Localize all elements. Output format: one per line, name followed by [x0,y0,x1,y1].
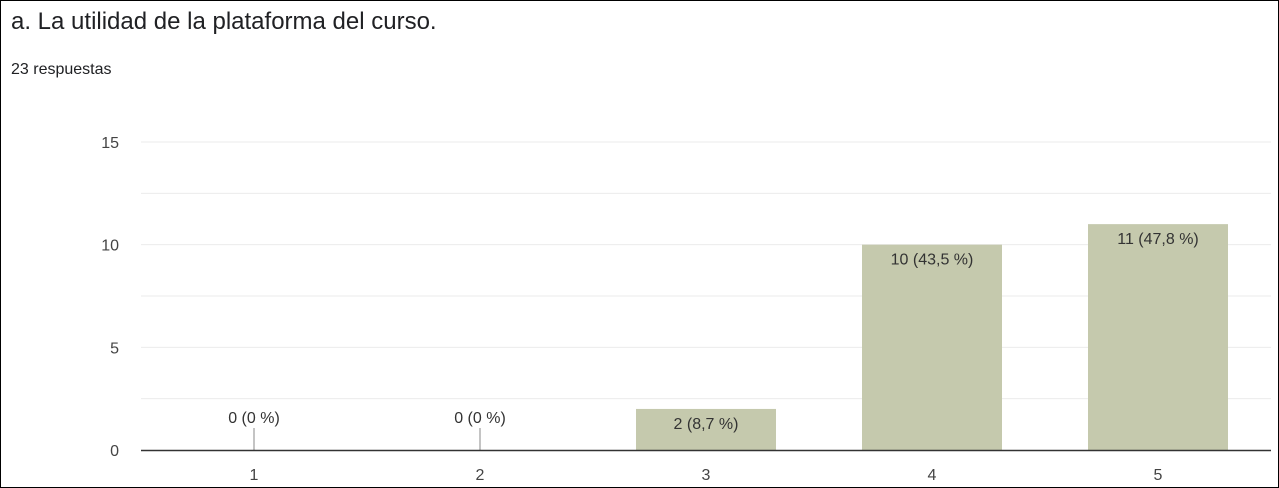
y-tick-label: 15 [101,135,119,152]
x-tick-label: 3 [702,467,711,484]
chart-title: a. La utilidad de la plataforma del curs… [11,8,437,35]
x-tick-label: 1 [250,467,259,484]
y-tick-label: 0 [110,443,119,460]
y-axis-ticks: 0 5 10 15 [101,135,119,460]
x-tick-label: 2 [476,467,485,484]
gridlines [141,141,1271,400]
bars [253,224,1228,450]
bar-value-label: 0 (0 %) [454,410,506,427]
bar-value-label: 10 (43,5 %) [891,252,974,269]
data-labels: 0 (0 %) 0 (0 %) 2 (8,7 %) 10 (43,5 %) 11 (47… [228,231,1199,433]
x-tick-label: 4 [928,467,937,484]
x-axis: 1 2 3 4 5 [141,449,1271,484]
bar-value-label: 0 (0 %) [228,410,280,427]
bar[interactable] [636,408,776,450]
bar-value-label: 11 (47,8 %) [1117,231,1199,248]
bar[interactable] [1088,224,1228,450]
response-count: 23 respuestas [11,61,112,78]
y-tick-label: 5 [110,340,119,357]
bar-value-label: 2 (8,7 %) [674,416,739,433]
y-tick-label: 10 [101,238,119,255]
x-tick-label: 5 [1154,467,1163,484]
bar[interactable] [862,244,1002,450]
